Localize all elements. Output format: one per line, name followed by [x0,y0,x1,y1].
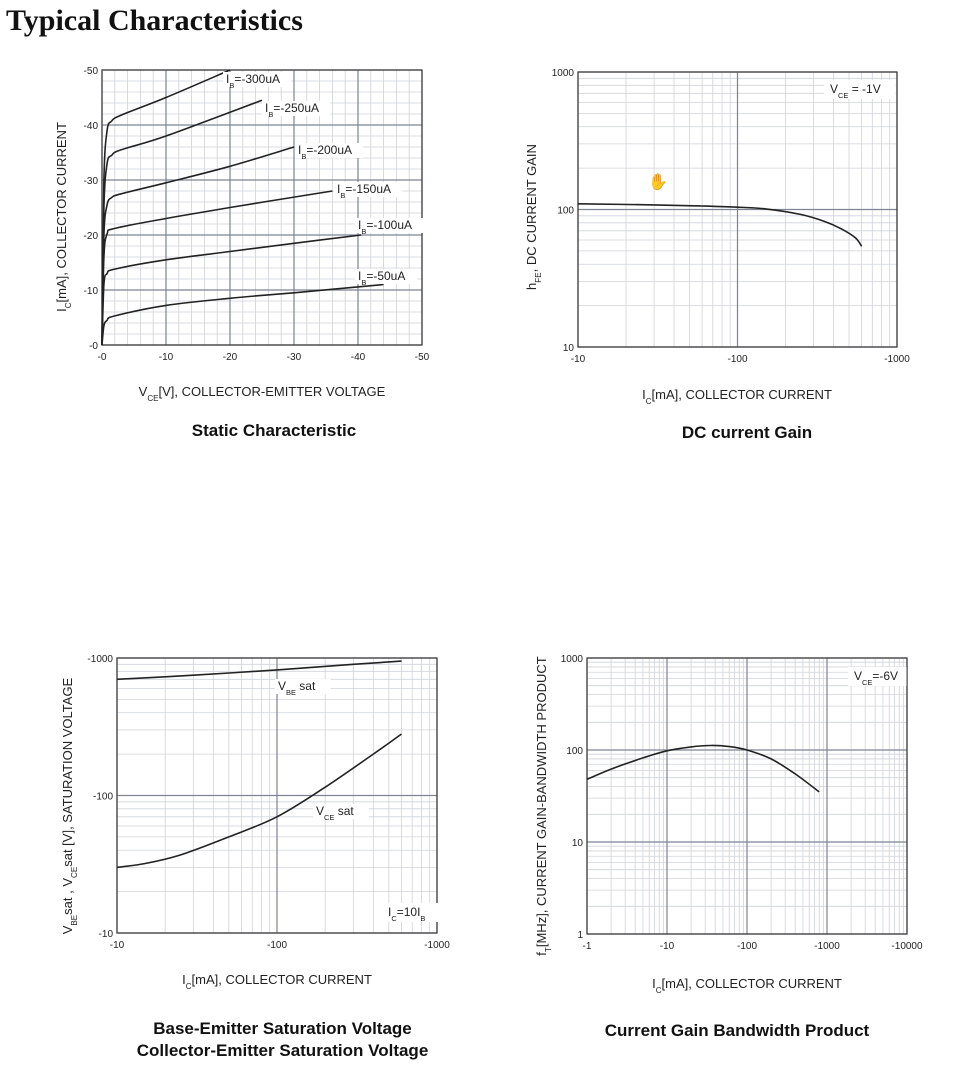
gain-series-line [577,203,863,247]
static-x-tick-label: -10 [159,352,174,363]
saturation-series-label: VBE sat [278,679,316,697]
ft-annotation-bg [848,667,907,686]
static-y-tick-label: -50 [84,66,99,77]
caption-gain: DC current Gain [681,423,813,442]
gain-annotation: VCE = -1V [830,82,881,100]
static-series-label-bg [262,101,331,116]
saturation-y-axis-label: VBEsat , VCEsat [V], SATURATION VOLTAGE [60,677,79,934]
caption-static: Static Characteristic [191,421,357,440]
static-y-tick-label: -40 [84,121,99,132]
ft-y-tick-label: 100 [566,746,583,757]
caption-ft: Current Gain Bandwidth Product [604,1021,870,1040]
static-series-label-bg [295,143,364,158]
saturation-y-tick-label: -1000 [87,654,113,665]
gain-y-axis-label: hFE, DC CURRENT GAIN [524,144,543,290]
static-x-tick-label: -50 [415,352,430,363]
ft-x-axis-label: IC[mA], COLLECTOR CURRENT [652,976,842,995]
saturation-series-label-bg [313,804,369,819]
saturation-series-line [116,660,402,681]
static-y-tick-label: -0 [89,341,98,352]
static-y-tick-label: -20 [84,231,99,242]
static-series-line [101,283,384,346]
static-series-label: IB=-200uA [298,143,352,161]
saturation-x-tick-label: -10 [110,940,125,951]
gain-x-tick-label: -100 [727,354,747,365]
static-x-tick-label: -40 [351,352,366,363]
ft-series-line [586,744,820,793]
page-title: Typical Characteristics [6,4,303,37]
saturation-series-label: VCE sat [316,804,354,822]
saturation-series-line [116,733,402,869]
gain-y-tick-label: 10 [563,343,575,354]
static-series-line [101,69,231,346]
static-series-label-bg [355,218,424,233]
ft-x-tick-label: -1 [583,941,592,952]
static-series-label: IB=-150uA [337,182,391,200]
gain-plot-frame [577,71,898,348]
ft-y-axis-label: fT[MHz], CURRENT GAIN-BANDWIDTH PRODUCT [534,656,553,955]
gain-x-axis-label: IC[mA], COLLECTOR CURRENT [642,387,832,406]
static-x-tick-label: -0 [98,352,107,363]
saturation-annotation-bg [382,903,454,922]
ft-y-tick-label: 1000 [561,654,584,665]
static-x-tick-label: -20 [223,352,238,363]
static-series-label-bg [355,269,417,284]
static-plot-frame [101,69,423,346]
caption-saturation: Base-Emitter Saturation Voltage [153,1019,412,1038]
saturation-annotation: IC=10IB [388,905,425,923]
saturation-y-tick-label: -10 [99,929,114,940]
ft-x-tick-label: -10 [660,941,675,952]
saturation-plot-frame [116,657,438,934]
static-series-line [101,234,362,346]
static-series-label: IB=-300uA [226,72,280,90]
ft-plot-frame [586,657,908,935]
hand-cursor-icon: ✋ [648,174,668,191]
ft-y-tick-label: 1 [577,930,583,941]
static-series-label-bg [334,182,403,197]
ft-annotation: VCE=-6V [854,669,898,687]
saturation-series-label-bg [275,679,331,694]
caption-saturation-2: Collector-Emitter Saturation Voltage [136,1041,429,1060]
gain-x-tick-label: -1000 [884,354,910,365]
gain-y-tick-label: 1000 [552,68,575,79]
static-y-tick-label: -30 [84,176,99,187]
gain-annotation-bg [824,80,896,99]
ft-x-tick-label: -1000 [814,941,840,952]
gain-y-tick-label: 100 [557,206,574,217]
saturation-x-tick-label: -1000 [424,940,450,951]
static-series-label: IB=-250uA [265,101,319,119]
static-x-tick-label: -30 [287,352,302,363]
saturation-y-tick-label: -100 [93,792,113,803]
static-y-axis-label: IC[mA], COLLECTOR CURRENT [54,122,73,312]
static-series-label: IB=-100uA [358,218,412,236]
static-x-axis-label: VCE[V], COLLECTOR-EMITTER VOLTAGE [139,384,386,403]
saturation-x-tick-label: -100 [267,940,287,951]
ft-x-tick-label: -100 [737,941,757,952]
saturation-x-axis-label: IC[mA], COLLECTOR CURRENT [182,972,372,991]
static-series-label: IB=-50uA [358,269,405,287]
ft-x-tick-label: -10000 [891,941,923,952]
ft-y-tick-label: 10 [572,838,584,849]
gain-x-tick-label: -10 [571,354,586,365]
static-y-tick-label: -10 [84,286,99,297]
static-series-label-bg [223,72,292,87]
